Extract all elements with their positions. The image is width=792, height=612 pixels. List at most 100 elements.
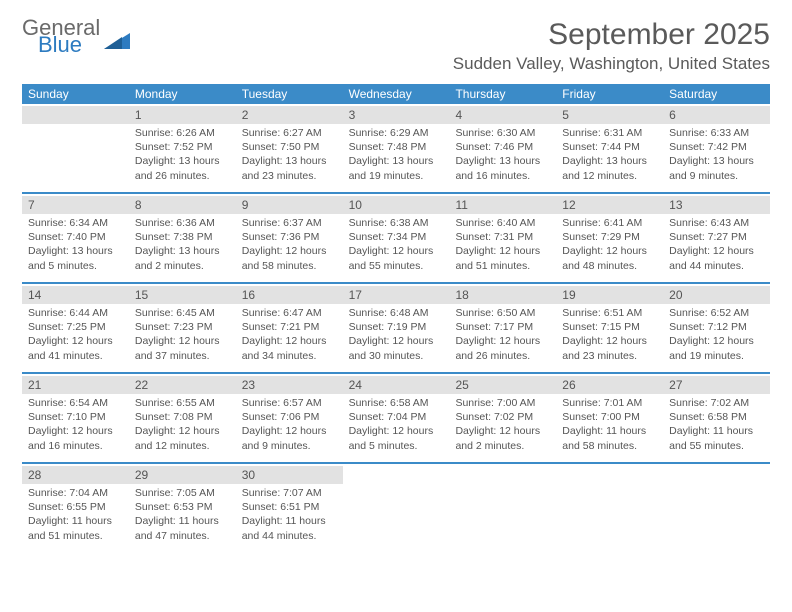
day-cell: 12Sunrise: 6:41 AMSunset: 7:29 PMDayligh… [556,194,663,282]
day-number: 25 [449,376,556,394]
day-cell [22,104,129,192]
sunrise-text: Sunrise: 6:37 AM [242,216,339,230]
sunset-text: Sunset: 7:52 PM [135,140,232,154]
day-number: 24 [343,376,450,394]
sunrise-text: Sunrise: 6:36 AM [135,216,232,230]
sunrise-text: Sunrise: 6:38 AM [349,216,446,230]
sunrise-text: Sunrise: 7:01 AM [562,396,659,410]
sunset-text: Sunset: 7:46 PM [455,140,552,154]
daylight-text: Daylight: 12 hours and 41 minutes. [28,334,125,362]
dayhead-thu: Thursday [449,84,556,104]
day-number: 11 [449,196,556,214]
day-number: 16 [236,286,343,304]
month-title: September 2025 [453,18,770,52]
sunset-text: Sunset: 7:00 PM [562,410,659,424]
day-cell: 19Sunrise: 6:51 AMSunset: 7:15 PMDayligh… [556,284,663,372]
day-cell: 13Sunrise: 6:43 AMSunset: 7:27 PMDayligh… [663,194,770,282]
day-cell: 29Sunrise: 7:05 AMSunset: 6:53 PMDayligh… [129,464,236,552]
day-number: 10 [343,196,450,214]
location: Sudden Valley, Washington, United States [453,54,770,74]
day-cell: 17Sunrise: 6:48 AMSunset: 7:19 PMDayligh… [343,284,450,372]
day-cell: 18Sunrise: 6:50 AMSunset: 7:17 PMDayligh… [449,284,556,372]
sunrise-text: Sunrise: 6:54 AM [28,396,125,410]
sunset-text: Sunset: 7:44 PM [562,140,659,154]
dayhead-mon: Monday [129,84,236,104]
daylight-text: Daylight: 12 hours and 58 minutes. [242,244,339,272]
day-cell: 5Sunrise: 6:31 AMSunset: 7:44 PMDaylight… [556,104,663,192]
day-number: 26 [556,376,663,394]
dayhead-sun: Sunday [22,84,129,104]
day-number: 28 [22,466,129,484]
header: General Blue September 2025 Sudden Valle… [22,18,770,74]
daylight-text: Daylight: 12 hours and 26 minutes. [455,334,552,362]
sunset-text: Sunset: 7:38 PM [135,230,232,244]
sunset-text: Sunset: 7:27 PM [669,230,766,244]
dayhead-wed: Wednesday [343,84,450,104]
day-cell: 11Sunrise: 6:40 AMSunset: 7:31 PMDayligh… [449,194,556,282]
day-cell [556,464,663,552]
sunset-text: Sunset: 6:58 PM [669,410,766,424]
daylight-text: Daylight: 12 hours and 51 minutes. [455,244,552,272]
sunrise-text: Sunrise: 6:26 AM [135,126,232,140]
sunrise-text: Sunrise: 6:43 AM [669,216,766,230]
sunset-text: Sunset: 7:08 PM [135,410,232,424]
day-number: 27 [663,376,770,394]
sunrise-text: Sunrise: 7:02 AM [669,396,766,410]
day-number: 15 [129,286,236,304]
day-header-row: Sunday Monday Tuesday Wednesday Thursday… [22,84,770,104]
daylight-text: Daylight: 13 hours and 26 minutes. [135,154,232,182]
day-cell: 14Sunrise: 6:44 AMSunset: 7:25 PMDayligh… [22,284,129,372]
daylight-text: Daylight: 13 hours and 9 minutes. [669,154,766,182]
daylight-text: Daylight: 13 hours and 23 minutes. [242,154,339,182]
week-row: 28Sunrise: 7:04 AMSunset: 6:55 PMDayligh… [22,464,770,552]
sunset-text: Sunset: 7:12 PM [669,320,766,334]
sunset-text: Sunset: 7:48 PM [349,140,446,154]
sunset-text: Sunset: 7:29 PM [562,230,659,244]
sunrise-text: Sunrise: 6:31 AM [562,126,659,140]
sunrise-text: Sunrise: 7:00 AM [455,396,552,410]
sunset-text: Sunset: 7:04 PM [349,410,446,424]
sunset-text: Sunset: 6:55 PM [28,500,125,514]
day-cell: 25Sunrise: 7:00 AMSunset: 7:02 PMDayligh… [449,374,556,462]
day-cell: 22Sunrise: 6:55 AMSunset: 7:08 PMDayligh… [129,374,236,462]
day-cell [449,464,556,552]
sunset-text: Sunset: 7:42 PM [669,140,766,154]
daylight-text: Daylight: 13 hours and 12 minutes. [562,154,659,182]
week-row: 7Sunrise: 6:34 AMSunset: 7:40 PMDaylight… [22,194,770,282]
day-number: 17 [343,286,450,304]
dayhead-sat: Saturday [663,84,770,104]
day-cell [663,464,770,552]
sunrise-text: Sunrise: 6:44 AM [28,306,125,320]
day-cell: 15 Sunrise: 6:45 AMSunset: 7:23 PMDayligh… [129,284,236,372]
sunset-text: Sunset: 7:23 PM [135,320,232,334]
sunrise-text: Sunrise: 6:29 AM [349,126,446,140]
day-number: 1 [129,106,236,124]
sunrise-text: Sunrise: 7:04 AM [28,486,125,500]
sunset-text: Sunset: 7:50 PM [242,140,339,154]
daylight-text: Daylight: 13 hours and 5 minutes. [28,244,125,272]
sunrise-text: Sunrise: 6:33 AM [669,126,766,140]
dayhead-fri: Friday [556,84,663,104]
day-cell: 16Sunrise: 6:47 AMSunset: 7:21 PMDayligh… [236,284,343,372]
sunrise-text: Sunrise: 6:55 AM [135,396,232,410]
day-cell: 20 Sunrise: 6:52 AMSunset: 7:12 PMDayligh… [663,284,770,372]
day-cell: 2Sunrise: 6:27 AMSunset: 7:50 PMDaylight… [236,104,343,192]
logo-triangle-icon [104,29,130,49]
sunrise-text: Sunrise: 6:45 AM [135,306,232,320]
sunset-text: Sunset: 7:36 PM [242,230,339,244]
day-cell: 30Sunrise: 7:07 AMSunset: 6:51 PMDayligh… [236,464,343,552]
sunrise-text: Sunrise: 7:07 AM [242,486,339,500]
day-number: 13 [663,196,770,214]
daylight-text: Daylight: 12 hours and 9 minutes. [242,424,339,452]
daylight-text: Daylight: 12 hours and 19 minutes. [669,334,766,362]
day-number: 7 [22,196,129,214]
sunrise-text: Sunrise: 6:52 AM [669,306,766,320]
daylight-text: Daylight: 12 hours and 37 minutes. [135,334,232,362]
day-cell: 1 Sunrise: 6:26 AMSunset: 7:52 PMDaylight… [129,104,236,192]
sunset-text: Sunset: 7:31 PM [455,230,552,244]
sunset-text: Sunset: 7:10 PM [28,410,125,424]
day-number: 20 [663,286,770,304]
daylight-text: Daylight: 12 hours and 30 minutes. [349,334,446,362]
day-number: 21 [22,376,129,394]
logo: General Blue [22,18,130,56]
